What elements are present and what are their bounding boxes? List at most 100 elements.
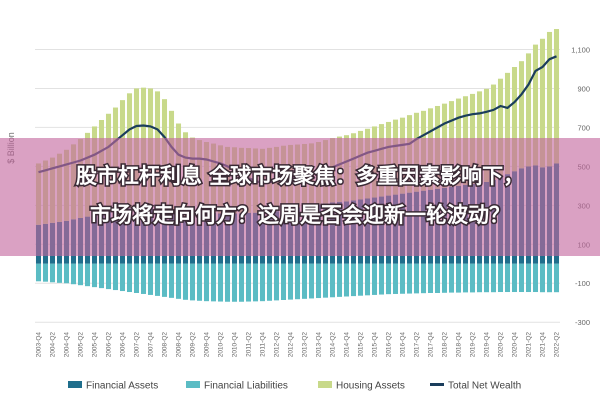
bar [252,263,259,302]
bar [525,263,532,293]
x-tick-label: 2021-Q4 [540,332,547,358]
bar [168,263,175,298]
x-tick-label: 2004-Q2 [50,332,57,358]
x-tick-label: 2010-Q4 [232,332,239,358]
bar [287,263,294,300]
x-tick-label: 2009-Q4 [204,332,211,358]
bar [385,263,392,295]
bar [448,263,455,293]
bar [476,263,483,293]
x-tick-label: 2007-Q2 [134,332,141,358]
x-tick-label: 2009-Q2 [190,332,197,358]
bar [42,263,49,282]
bar [210,263,217,302]
bar [245,263,252,302]
bar [182,263,189,300]
bar [532,44,539,166]
bar [539,263,546,293]
bar [476,91,483,183]
bar [490,263,497,293]
x-tick-label: 2019-Q4 [484,332,491,358]
bar [504,263,511,293]
bar [357,263,364,296]
y-tick-label: 1,100 [571,45,590,54]
x-tick-label: 2019-Q2 [470,332,477,358]
bar [266,263,273,301]
bar [427,263,434,293]
x-tick-label: 2004-Q4 [64,332,71,358]
bar [154,263,161,296]
bar [294,263,301,300]
y-tick-label: -300 [575,318,590,327]
x-tick-label: 2005-Q4 [92,332,99,358]
x-tick-label: 2013-Q4 [316,332,323,358]
y-tick-label: 900 [577,84,590,93]
bar [175,263,182,299]
bar [133,263,140,293]
bar [399,263,406,294]
bar [315,263,322,299]
legend-swatch [318,381,332,388]
x-tick-label: 2014-Q4 [344,332,351,358]
bar [378,263,385,295]
bar [350,263,357,297]
bar [238,263,245,302]
x-tick-label: 2016-Q4 [400,332,407,358]
x-tick-label: 2012-Q2 [274,332,281,358]
bar [224,263,231,302]
x-tick-label: 2015-Q2 [358,332,365,358]
bar [413,263,420,294]
bar [112,263,119,291]
bar [217,263,224,302]
bar [511,67,518,172]
legend-swatch [186,381,200,388]
bar [196,263,203,301]
bar [441,263,448,293]
bar [532,263,539,293]
bar [518,263,525,293]
x-tick-label: 2010-Q2 [218,332,225,358]
bar [469,263,476,293]
bar [497,263,504,293]
bar [105,263,112,290]
bar [49,263,56,283]
bar [511,263,518,293]
y-tick-label: 700 [577,123,590,132]
bar [483,88,490,182]
x-tick-label: 2018-Q4 [456,332,463,358]
bar [140,263,147,294]
bar [161,263,168,297]
legend-label: Financial Assets [86,381,158,392]
bar [434,263,441,293]
x-tick-label: 2008-Q2 [162,332,169,358]
x-tick-label: 2020-Q2 [498,332,505,358]
banner [0,138,600,256]
bar [35,263,42,282]
x-tick-label: 2016-Q2 [386,332,393,358]
bar [70,263,77,285]
x-tick-label: 2003-Q4 [36,332,43,358]
bar [203,263,210,302]
bar [392,263,399,294]
bar [280,263,287,300]
bar [455,263,462,293]
legend-label: Financial Liabilities [204,381,288,392]
bar [553,29,560,164]
bar [126,263,133,293]
bar [539,38,546,168]
x-tick-label: 2005-Q2 [78,332,85,358]
x-tick-label: 2011-Q4 [260,332,267,357]
x-tick-label: 2022-Q2 [554,332,561,358]
x-tick-label: 2008-Q4 [176,332,183,358]
x-tick-label: 2012-Q4 [288,332,295,358]
x-tick-label: 2021-Q2 [526,332,533,358]
bar [420,263,427,294]
bar [525,53,532,167]
bar [231,263,238,302]
bar [189,263,196,301]
bar [518,61,525,169]
bar [147,263,154,295]
bar [119,263,126,292]
x-tick-label: 2020-Q4 [512,332,519,358]
